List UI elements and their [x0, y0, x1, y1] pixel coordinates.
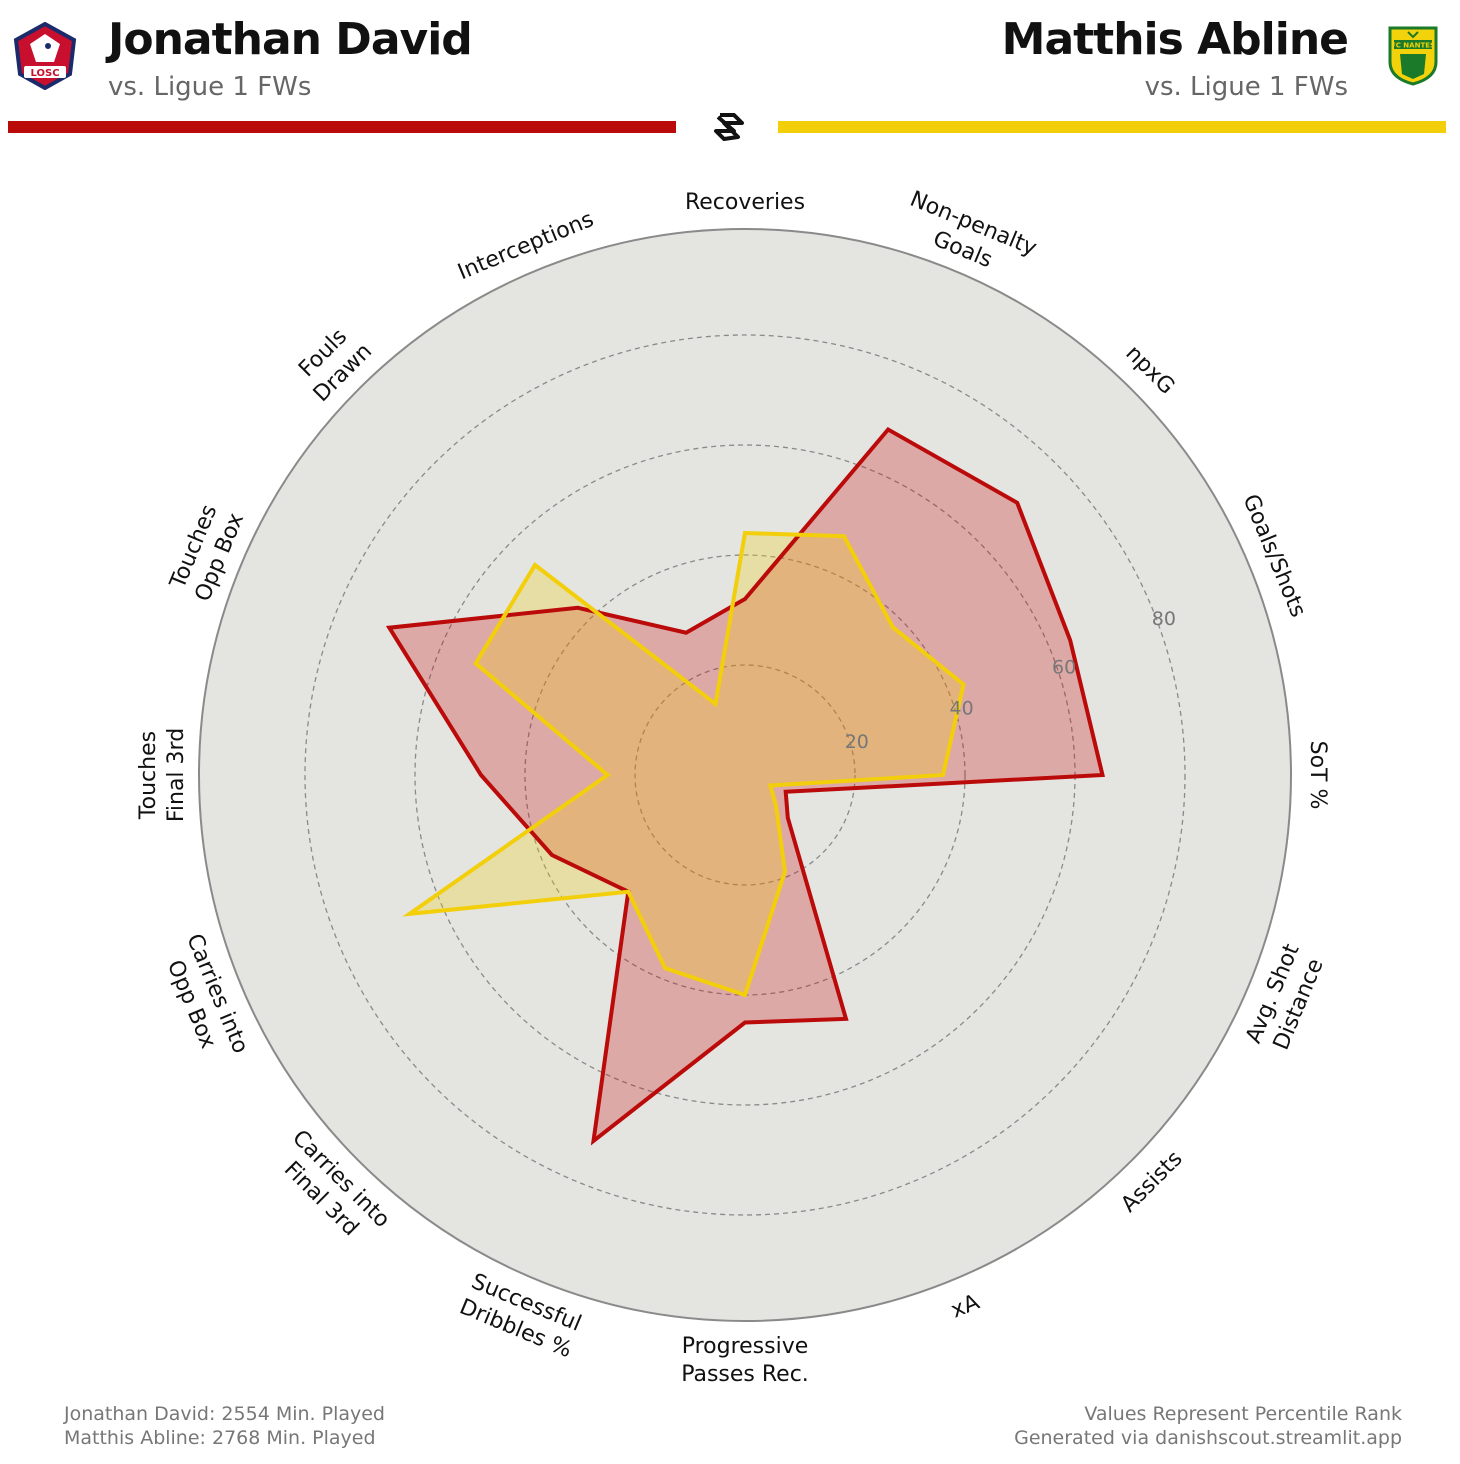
footer-percentile-note: Values Represent Percentile Rank — [1084, 1403, 1402, 1425]
footer-minutes: Jonathan David: 2554 Min. Played Matthis… — [64, 1402, 385, 1450]
category-label-text: Progressive Passes Rec. — [681, 1334, 809, 1387]
category-label-text: Touches Final 3rd — [136, 728, 189, 822]
ring-value-label: 60 — [1052, 656, 1076, 678]
category-label-text: xA — [948, 1290, 984, 1324]
fc-nantes-logo: FC NANTES — [1386, 24, 1440, 90]
player2-name: Matthis Abline — [1001, 14, 1349, 65]
grid-ring-80 — [304, 334, 1186, 1216]
losc-logo-text: LOSC — [30, 68, 59, 79]
category-label: SoT % — [1305, 741, 1330, 810]
player2-color-bar — [778, 121, 1446, 133]
player1-subtitle: vs. Ligue 1 FWs — [108, 72, 312, 102]
footer-player2-minutes: Matthis Abline: 2768 Min. Played — [64, 1427, 376, 1449]
category-label-text: Recoveries — [685, 190, 805, 215]
category-label: Touches Final 3rd — [136, 728, 189, 822]
footer-generated-note: Generated via danishscout.streamlit.app — [1014, 1427, 1402, 1449]
footer-notes: Values Represent Percentile Rank Generat… — [1014, 1402, 1402, 1450]
fc-nantes-logo-text: FC NANTES — [1391, 42, 1435, 50]
category-label: xA — [948, 1290, 984, 1324]
ring-value-label: 20 — [845, 731, 869, 753]
series-fill-2 — [409, 533, 964, 995]
category-label-text: SoT % — [1305, 741, 1330, 810]
footer-player1-minutes: Jonathan David: 2554 Min. Played — [64, 1403, 385, 1425]
ring-value-label: 80 — [1152, 608, 1176, 630]
ring-value-label: 40 — [950, 697, 974, 719]
category-label: Progressive Passes Rec. — [681, 1334, 809, 1387]
danishscout-logo — [712, 111, 746, 147]
grid-ring-20 — [634, 664, 856, 886]
losc-logo: LOSC — [12, 21, 78, 94]
player2-subtitle: vs. Ligue 1 FWs — [1144, 72, 1348, 102]
player1-color-bar — [8, 121, 676, 133]
category-label: Recoveries — [685, 190, 805, 215]
player1-name: Jonathan David — [108, 14, 473, 65]
series-fill-1 — [389, 429, 1103, 1141]
